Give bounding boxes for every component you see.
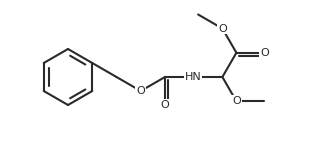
Text: O: O (260, 48, 269, 58)
Text: O: O (232, 96, 241, 106)
Text: O: O (218, 24, 227, 34)
Text: O: O (136, 86, 145, 96)
Text: O: O (161, 100, 169, 110)
Text: HN: HN (185, 72, 201, 82)
